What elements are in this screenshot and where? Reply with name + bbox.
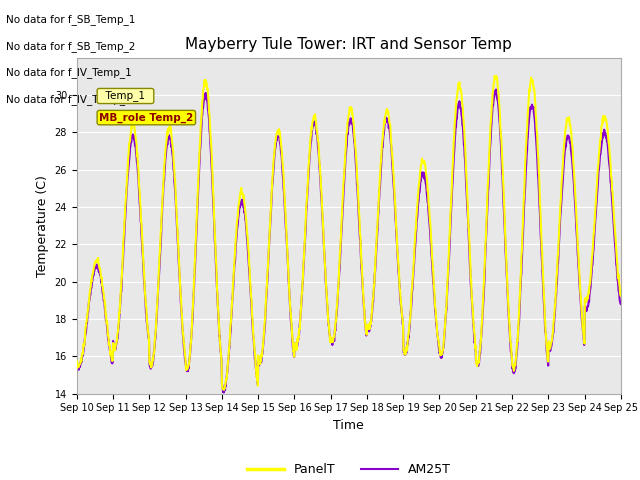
Text: No data for f_SB_Temp_1: No data for f_SB_Temp_1 <box>6 14 136 25</box>
Legend: PanelT, AM25T: PanelT, AM25T <box>241 458 456 480</box>
X-axis label: Time: Time <box>333 419 364 432</box>
Text: No data for f_IV_Temp_1: No data for f_IV_Temp_1 <box>6 67 132 78</box>
Text: MB_role Temp_2: MB_role Temp_2 <box>99 112 193 123</box>
Text: No data for f_SB_Temp_2: No data for f_SB_Temp_2 <box>6 41 136 52</box>
Text: No data for f_IV_Temp_2: No data for f_IV_Temp_2 <box>6 94 132 105</box>
Y-axis label: Temperature (C): Temperature (C) <box>36 175 49 276</box>
Text: Temp_1: Temp_1 <box>99 91 152 101</box>
Title: Mayberry Tule Tower: IRT and Sensor Temp: Mayberry Tule Tower: IRT and Sensor Temp <box>186 37 512 52</box>
